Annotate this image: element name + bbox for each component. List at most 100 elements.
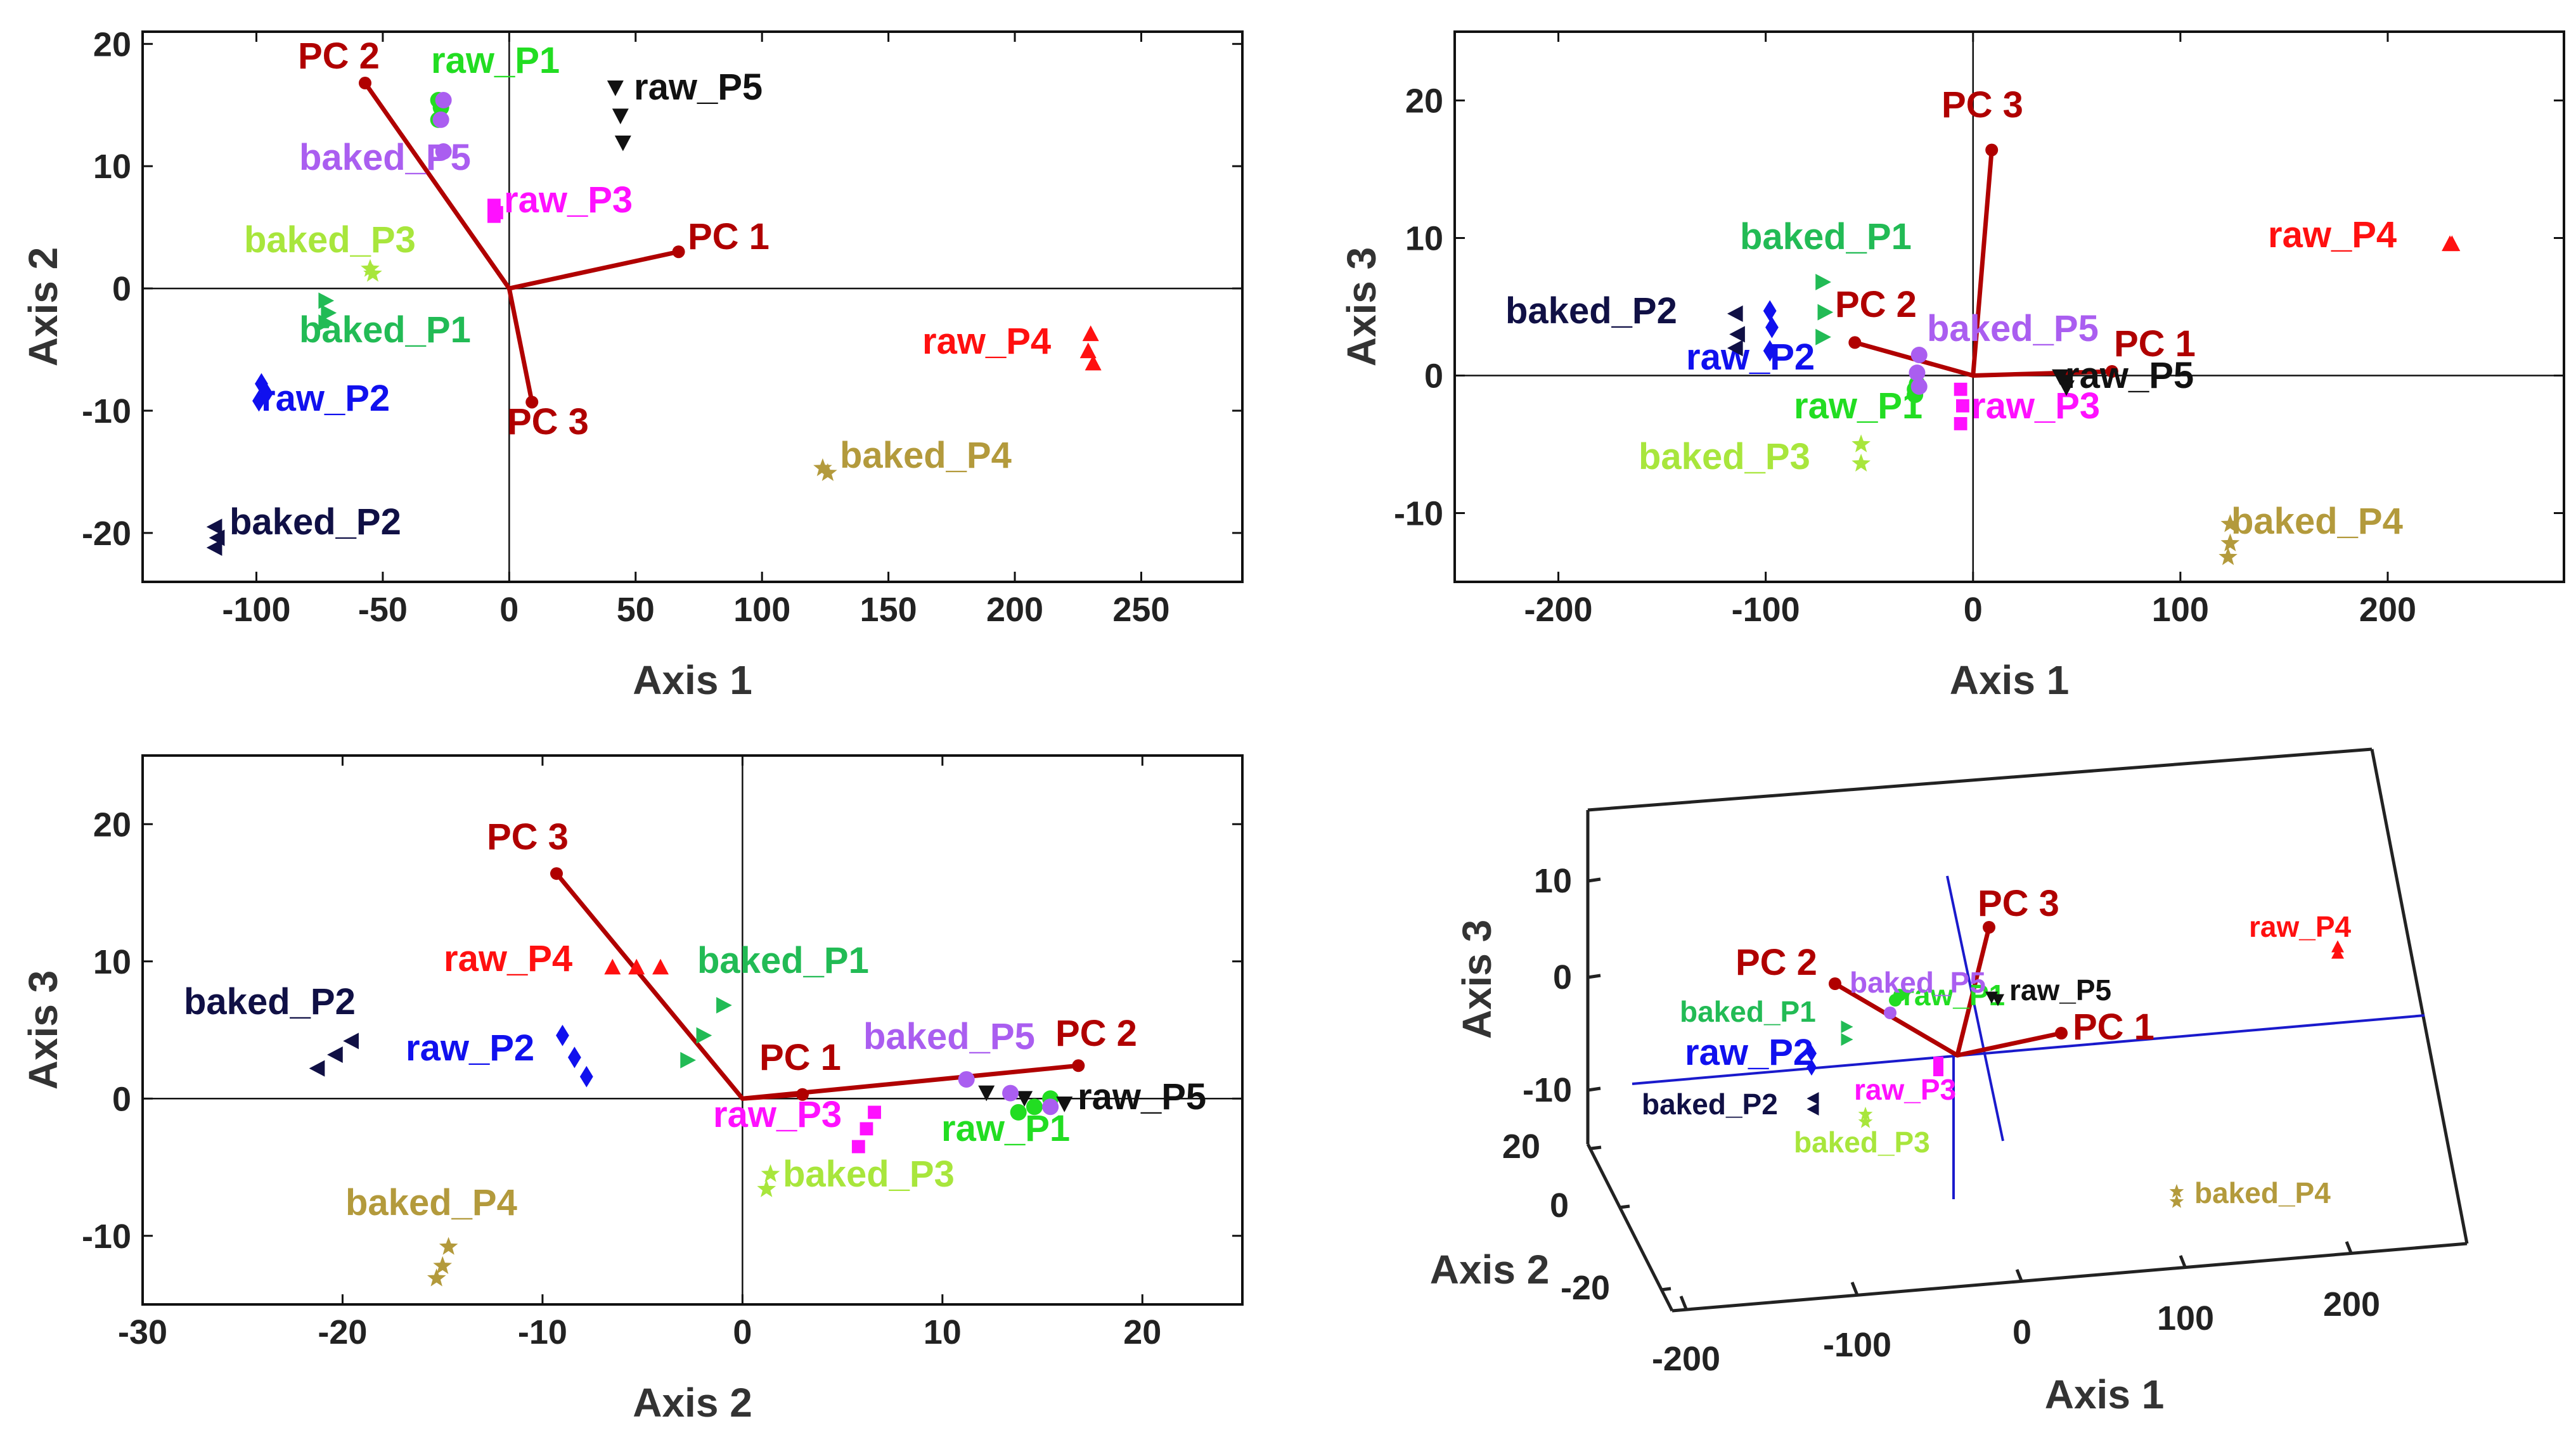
z-tick-label: -10 [1523,1071,1572,1109]
group-label-raw-p3: raw_P3 [504,179,633,221]
data-point-raw-p2 [579,1065,593,1088]
x-tick-label: 100 [2152,591,2209,629]
group-label-raw-p3: raw_P3 [1971,385,2100,427]
group-label-baked-p3: baked_P3 [1794,1126,1930,1159]
data-point-baked-p1 [696,1027,712,1044]
data-point-baked-p4 [2169,1184,2184,1198]
data-point-raw-p5 [612,108,629,125]
group-label-baked-p5: baked_P5 [1850,966,1986,999]
group-label-baked-p2: baked_P2 [1642,1088,1778,1121]
x-tick-mark [1850,1282,1859,1296]
data-point-raw-p2 [1765,316,1779,338]
data-point-raw-p4 [1082,325,1099,342]
group-label-raw-p5: raw_P5 [2065,355,2194,396]
box-edge-right-back [2370,749,2469,1244]
loading-point-pc-3 [1983,921,1995,934]
group-label-raw-p5: raw_P5 [2009,974,2111,1007]
data-point-baked-p4 [439,1237,458,1255]
data-point-baked-p2 [1729,326,1745,343]
data-point-raw-p2 [567,1046,581,1069]
y-tick-label: -20 [82,515,131,553]
y-axis-label: Axis 2 [1430,1247,1550,1292]
group-label-raw-p2: raw_P2 [261,378,390,419]
loading-label-pc-3: PC 3 [507,401,589,442]
x-tick-mark [2345,1241,2354,1255]
box-edge-bottom-front [1671,1242,2468,1313]
y-tick-label: -10 [1394,495,1443,533]
loading-label-pc-3: PC 3 [1942,84,2023,125]
group-label-raw-p5: raw_P5 [1078,1076,1206,1117]
group-label-baked-p5: baked_P5 [1927,308,2099,349]
data-point-raw-p3 [860,1122,873,1136]
loading-point-pc-3 [1985,143,1999,157]
data-point-baked-p3 [361,259,380,277]
group-label-baked-p4: baked_P4 [840,435,1012,476]
data-point-raw-p4 [1079,342,1097,359]
loading-label-pc-2: PC 2 [1736,942,1817,983]
group-label-baked-p1: baked_P1 [697,940,869,981]
data-point-raw-p4 [652,958,669,975]
y-tick-label: 20 [93,25,131,63]
data-point-baked-p2 [1727,305,1743,322]
y-tick-label: 0 [112,270,131,308]
data-point-raw-p5 [978,1085,995,1102]
plot-frame [141,30,1244,583]
group-label-raw-p2: raw_P2 [1686,337,1815,378]
data-point-baked-p1 [1815,328,1831,345]
data-point-baked-p2 [206,539,222,556]
loading-point-pc-3 [550,867,563,880]
data-point-baked-p3 [1852,453,1871,472]
group-label-baked-p5: baked_P5 [863,1016,1035,1057]
data-point-raw-p1 [1010,1104,1027,1121]
group-label-baked-p2: baked_P2 [1505,290,1677,331]
y-tick-label: -10 [82,1218,131,1256]
group-label-baked-p3: baked_P3 [783,1154,955,1195]
data-point-raw-p5 [1016,1091,1033,1107]
data-point-baked-p3 [1858,1114,1873,1128]
axis-line-y [1946,875,2004,1142]
x-tick-mark [2179,1255,2187,1269]
loading-line-pc-3 [554,871,745,1101]
data-point-baked-p4 [2220,514,2240,532]
data-point-baked-p3 [757,1179,776,1197]
x-tick-mark [2015,1269,2024,1283]
group-label-baked-p1: baked_P1 [299,309,471,351]
data-point-baked-p4 [427,1268,446,1287]
group-label-baked-p4: baked_P4 [2194,1176,2331,1209]
x-axis-label: Axis 1 [2045,1372,2165,1417]
y-tick-label: 0 [1550,1187,1569,1225]
group-label-raw-p4: raw_P4 [2249,910,2352,943]
loading-line-pc-2 [1832,981,1960,1058]
z-tick-label: 10 [1534,862,1572,900]
group-label-baked-p2: baked_P2 [184,981,356,1022]
y-tick-label: 10 [1405,220,1443,258]
group-label-baked-p4: baked_P4 [345,1182,517,1223]
x-tick-label: -30 [118,1313,167,1351]
group-label-raw-p4: raw_P4 [922,321,1051,362]
loading-line-pc-3 [1971,148,1994,378]
data-point-baked-p2 [1806,1103,1819,1116]
group-label-baked-p3: baked_P3 [1639,436,1810,477]
data-point-raw-p2 [1806,1059,1817,1076]
group-label-raw-p4: raw_P4 [2268,214,2397,255]
data-point-baked-p2 [309,1060,325,1077]
loading-label-pc-2: PC 2 [1835,284,1917,325]
data-point-baked-p2 [1727,340,1743,357]
x-tick-label: 250 [1112,591,1169,629]
loading-label-pc-1: PC 1 [759,1037,841,1078]
data-point-raw-p4 [628,958,645,975]
data-point-baked-p4 [433,1256,452,1274]
data-point-raw-p3 [1954,382,1967,396]
y-tick-label: -20 [1561,1269,1610,1307]
data-point-baked-p5 [958,1071,975,1088]
data-point-raw-p4 [2331,940,2344,953]
group-label-baked-p5: baked_P5 [299,137,471,178]
z-tick-mark [1587,877,1601,883]
x-tick-label: -50 [358,591,408,629]
x-tick-label: -100 [222,591,290,629]
data-point-raw-p5 [1056,1096,1073,1112]
data-point-raw-p4 [604,958,621,975]
